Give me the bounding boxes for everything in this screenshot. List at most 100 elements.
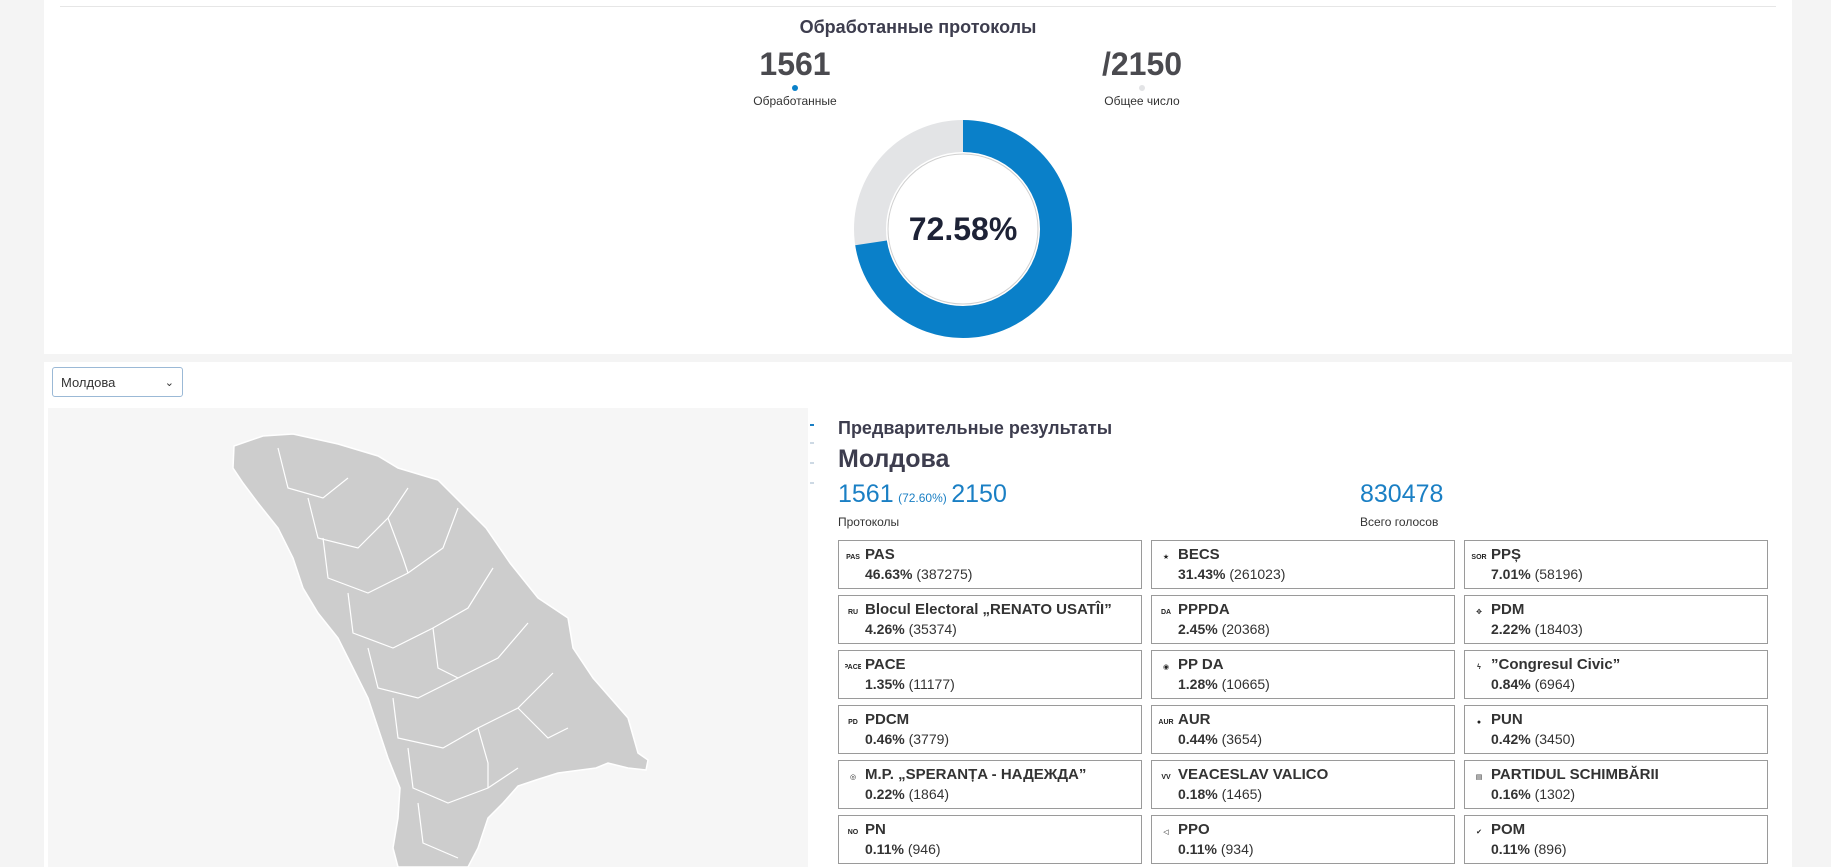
party-card[interactable]: NO PN 0.11% (946) — [838, 815, 1142, 864]
party-percent: 1.35% — [865, 676, 905, 692]
party-card[interactable]: ● PUN 0.42% (3450) — [1464, 705, 1768, 754]
party-card[interactable]: ϟ ”Congresul Civic” 0.84% (6964) — [1464, 650, 1768, 699]
party-percent: 31.43% — [1178, 566, 1226, 582]
party-votes: (3779) — [908, 731, 950, 747]
party-votes: (387275) — [916, 566, 973, 582]
party-card[interactable]: AUR AUR 0.44% (3654) — [1151, 705, 1455, 754]
party-percent: 0.11% — [1178, 841, 1217, 857]
total-label: Общее число — [1104, 94, 1180, 108]
party-name: PDM — [1491, 601, 1525, 618]
party-votes: (58196) — [1534, 566, 1583, 582]
pps-logo-icon: SOR — [1471, 553, 1487, 561]
region-select-value: Молдова — [61, 374, 116, 390]
pace-logo-icon: PACE — [845, 663, 861, 671]
protocols-title: Обработанные протоколы — [799, 17, 1037, 37]
results-stats: 1561 (72.60%) 2150 Протоколы 830478 Всег… — [838, 480, 1768, 536]
party-name: Blocul Electoral „RENATO USATÎI” — [865, 601, 1112, 618]
donut-inner-ring — [887, 153, 1039, 305]
pun-logo-icon: ● — [1476, 718, 1482, 726]
party-name: PPO — [1178, 821, 1210, 838]
party-result: 0.46% (3779) — [865, 731, 1141, 747]
moldova-map[interactable] — [48, 408, 808, 867]
megaphone-icon: ◁ — [1163, 829, 1169, 836]
results-region-title: Молдова — [838, 445, 950, 473]
party-votes: (3450) — [1534, 731, 1576, 747]
party-result: 1.35% (11177) — [865, 676, 1141, 692]
party-card[interactable]: DA PPPDA 2.45% (20368) — [1151, 595, 1455, 644]
party-result: 7.01% (58196) — [1491, 566, 1767, 582]
map-district-borders — [277, 447, 569, 859]
scroll-tick — [810, 482, 814, 484]
total-legend-dot — [1139, 85, 1145, 91]
scroll-tick — [810, 442, 814, 444]
party-votes: (1864) — [908, 786, 950, 802]
processed-legend-dot — [792, 85, 798, 91]
party-card[interactable]: ✔ POM 0.11% (896) — [1464, 815, 1768, 864]
party-card[interactable]: ◎ M.P. „SPERANȚA - НАДЕЖДА” 0.22% (1864) — [838, 760, 1142, 809]
party-result: 0.84% (6964) — [1491, 676, 1767, 692]
party-name: PPPDA — [1178, 601, 1230, 618]
party-votes: (6964) — [1534, 676, 1576, 692]
party-votes: (35374) — [908, 621, 957, 637]
party-percent: 0.42% — [1491, 731, 1531, 747]
pn-logo-icon: NO — [847, 828, 859, 836]
aur-logo-icon: AUR — [1158, 718, 1174, 726]
total-votes-label: Всего голосов — [1360, 515, 1439, 529]
results-subtitle: Предварительные результаты — [838, 418, 1113, 438]
party-card[interactable]: ▤ PARTIDUL SCHIMBĂRII 0.16% (1302) — [1464, 760, 1768, 809]
protocols-done: 1561 — [838, 480, 894, 508]
party-card[interactable]: PACE PACE 1.35% (11177) — [838, 650, 1142, 699]
results-scroll-indicator[interactable] — [808, 424, 816, 504]
party-card[interactable]: ◉ PP DA 1.28% (10665) — [1151, 650, 1455, 699]
party-percent: 46.63% — [865, 566, 913, 582]
party-percent: 0.11% — [865, 841, 904, 857]
total-votes: 830478 Всего голосов — [1360, 480, 1443, 529]
party-card[interactable]: VV VEACESLAV VALICO 0.18% (1465) — [1151, 760, 1455, 809]
party-result: 0.22% (1864) — [865, 786, 1141, 802]
party-percent: 0.22% — [865, 786, 905, 802]
protocols-label: Протоколы — [838, 515, 900, 529]
donut-processed-arc — [854, 120, 1072, 338]
lightning-icon: ϟ — [1477, 663, 1481, 671]
party-card[interactable]: PD PDCM 0.46% (3779) — [838, 705, 1142, 754]
check-logo-icon: ✔ — [1476, 829, 1482, 836]
results-panel: Молдова ⌄ Предварительные результаты Мол… — [44, 362, 1792, 867]
pdcm-logo-icon: PD — [848, 718, 858, 726]
processed-stat: 1561 Обработанные — [700, 45, 890, 108]
party-name: VEACESLAV VALICO — [1178, 766, 1329, 783]
processed-label: Обработанные — [753, 94, 837, 108]
party-votes: (3654) — [1221, 731, 1263, 747]
party-votes: (934) — [1220, 841, 1254, 857]
party-name: PDCM — [865, 711, 910, 728]
party-card[interactable]: SOR PPȘ 7.01% (58196) — [1464, 540, 1768, 589]
party-name: PPȘ — [1491, 546, 1522, 563]
party-result: 4.26% (35374) — [865, 621, 1141, 637]
party-result: 0.11% (934) — [1178, 841, 1454, 857]
processed-count: 1561 — [759, 46, 831, 82]
preliminary-results: Предварительные результаты Молдова 1561 … — [838, 418, 1768, 536]
party-votes: (1302) — [1534, 786, 1576, 802]
valico-logo-icon: VV — [1161, 773, 1171, 781]
region-select[interactable]: Молдова ⌄ — [52, 367, 183, 397]
party-card[interactable]: ★ BECS 31.43% (261023) — [1151, 540, 1455, 589]
party-name: PACE — [865, 656, 906, 673]
pas-logo-icon: PAS — [846, 553, 860, 561]
party-card[interactable]: ✥ PDM 2.22% (18403) — [1464, 595, 1768, 644]
party-result: 31.43% (261023) — [1178, 566, 1454, 582]
party-percent: 0.44% — [1178, 731, 1218, 747]
party-card[interactable]: RU Blocul Electoral „RENATO USATÎI” 4.26% … — [838, 595, 1142, 644]
protocols-count: 1561 (72.60%) 2150 Протоколы — [838, 480, 1007, 529]
party-card[interactable]: PAS PAS 46.63% (387275) — [838, 540, 1142, 589]
protocols-panel: Обработанные протоколы 1561 Обработанные… — [44, 0, 1792, 354]
speranta-logo-icon: ◎ — [849, 774, 857, 781]
party-result: 2.22% (18403) — [1491, 621, 1767, 637]
party-votes: (896) — [1533, 841, 1567, 857]
party-votes: (18403) — [1534, 621, 1583, 637]
party-result: 0.11% (946) — [865, 841, 1141, 857]
party-percent: 7.01% — [1491, 566, 1531, 582]
party-name: PARTIDUL SCHIMBĂRII — [1491, 766, 1659, 783]
party-card[interactable]: ◁ PPO 0.11% (934) — [1151, 815, 1455, 864]
party-percent: 0.16% — [1491, 786, 1531, 802]
party-result: 2.45% (20368) — [1178, 621, 1454, 637]
party-results-grid: PAS PAS 46.63% (387275) ★ BECS 31.43% (261023… — [838, 540, 1768, 864]
